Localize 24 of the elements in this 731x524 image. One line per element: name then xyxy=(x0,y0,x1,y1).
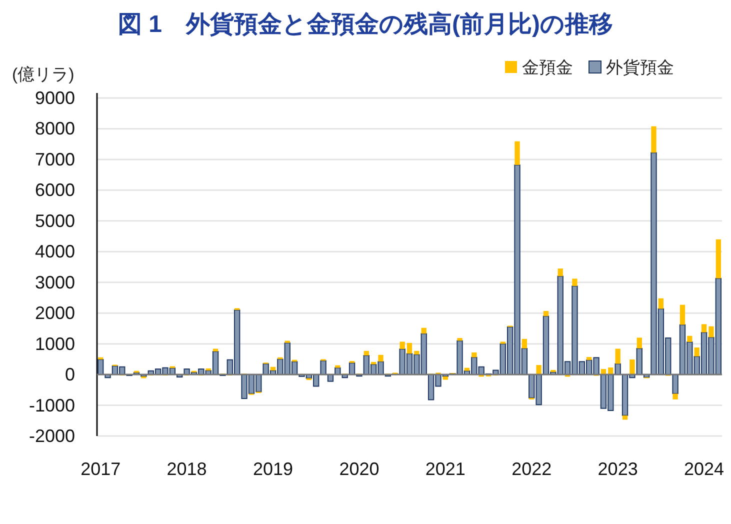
y-tick-label: 7000 xyxy=(34,149,75,170)
y-tick-label: 9000 xyxy=(34,88,75,108)
y-tick-label: -1000 xyxy=(28,395,75,416)
x-tick-label: 2023 xyxy=(598,459,638,479)
y-tick-label: 6000 xyxy=(34,180,75,200)
x-tick-label: 2019 xyxy=(252,459,294,479)
x-tick-label: 2017 xyxy=(80,459,121,479)
y-tick-label: 5000 xyxy=(34,210,75,231)
x-tick-label: 2022 xyxy=(512,459,552,479)
x-tick-label: 2018 xyxy=(166,459,207,479)
y-tick-label: 4000 xyxy=(34,242,75,262)
x-tick-label: 2024 xyxy=(684,459,724,479)
y-tick-label: 1000 xyxy=(34,334,75,354)
chart-title: 図 1 外貨預金と金預金の残高(前月比)の推移 xyxy=(118,10,613,38)
y-tick-label: -2000 xyxy=(28,426,75,446)
legend-label: 外貨預金 xyxy=(606,58,674,77)
y-tick-label: 0 xyxy=(64,364,75,385)
y-axis-title: (億リラ) xyxy=(12,65,74,84)
y-tick-label: 2000 xyxy=(34,303,75,324)
y-tick-label: 3000 xyxy=(34,272,75,292)
x-tick-label: 2021 xyxy=(425,459,466,479)
legend-label: 金預金 xyxy=(522,58,573,77)
x-tick-label: 2020 xyxy=(339,459,380,479)
y-tick-label: 8000 xyxy=(34,118,75,139)
